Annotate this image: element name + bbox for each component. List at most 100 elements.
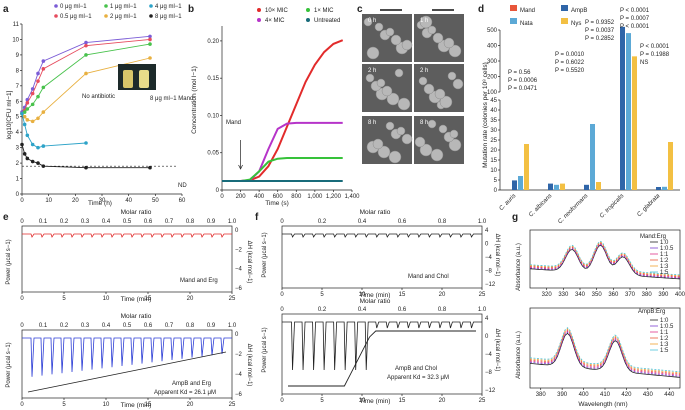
g-upper-xtick-label-1: 330: [558, 292, 569, 298]
f-ylabel-right-lower: ΔH (kcal mol−1): [494, 329, 500, 372]
micrograph-label-4: 2 h: [420, 68, 428, 74]
d-bar-4-2: [662, 186, 667, 190]
f-upper-toptick-5: 1.0: [478, 219, 487, 225]
b-series-line-1: [222, 121, 343, 183]
micrograph-1-cell-5: [366, 46, 380, 60]
f-lower-toptick-1: 0.2: [318, 307, 327, 313]
micrograph-3-cell-3: [386, 92, 400, 106]
f-upper-xtick-label-4: 20: [439, 292, 446, 298]
f-upper-rtick-0: 4: [485, 228, 489, 234]
a-point-3-4: [36, 116, 40, 121]
a-point-2-4: [36, 94, 40, 99]
f-upper-label: Mand and Chol: [408, 274, 449, 280]
g-lower-legend-2: 1:1: [660, 330, 669, 336]
a-point-0-7: [148, 34, 152, 39]
f-lower-xtick-label-3: 15: [399, 398, 406, 404]
f-upper-frame: [281, 225, 483, 289]
b-ytick-label-4: 0.20: [207, 39, 219, 45]
g-lower-legend-3: 1:2: [660, 336, 669, 342]
a-ylabel: log10[CFU ml−1]: [6, 90, 13, 139]
e-upper-xtick-label-3: 15: [145, 296, 152, 302]
a-point-3-5: [41, 110, 46, 114]
g-lower-spectrum-2: [529, 330, 681, 376]
f-upper-rtick-3: −8: [485, 269, 493, 275]
e-lower-xtick-label-1: 5: [62, 402, 66, 408]
micrograph-5-cell-2: [385, 121, 395, 131]
f-lower-rtick-1: 0: [485, 334, 489, 340]
f-upper-rtick-4: −12: [485, 282, 496, 288]
legend-a-4: 4 μg ml−1: [155, 4, 182, 10]
a-xlabel: Time (h): [88, 200, 112, 207]
g-lower-legend-0: 1:0: [660, 318, 669, 324]
a-point-4-1: [22, 122, 27, 127]
b-xtick-label-6: 1,200: [326, 194, 342, 200]
a-point-2-5: [41, 85, 46, 90]
f-upper-xtick-label-3: 15: [399, 292, 406, 298]
legend-b-marker-0: [257, 8, 261, 12]
a-point-2-3: [30, 102, 35, 107]
e-xlabel-upper: Time (min): [121, 296, 152, 303]
a-point-4-4: [36, 145, 40, 150]
e-upper-toptick-0: 0: [20, 219, 24, 225]
f-ylabel-right-upper: ΔH (kcal mol−1): [494, 234, 500, 277]
a-xtick-label-3: 30: [99, 198, 106, 204]
micrograph-2-cell-6: [443, 37, 455, 49]
f-upper-xtick-label-5: 25: [479, 292, 486, 298]
g-ylabel-lower: Absorbance (a.u.): [516, 331, 522, 379]
e-upper-label: Mand and Erg: [180, 278, 218, 284]
g-upper-legend-0: 1:0: [660, 240, 669, 246]
panel-label-f: f: [255, 212, 259, 223]
g-upper-legend-3: 1:2: [660, 258, 669, 264]
a-point-4-2: [25, 133, 30, 138]
micrograph-label-3: 2 h: [368, 68, 376, 74]
legend-a-marker-5: [149, 14, 153, 18]
g-lower-xtick-label-4: 420: [621, 392, 632, 398]
a-point-0-6: [84, 40, 88, 45]
e-lower-xtick-label-5: 25: [229, 402, 236, 408]
e-lower-toptick-2: 0.2: [60, 323, 69, 329]
legend-d-swatch-3: [561, 18, 568, 24]
e-upper-xtick-label-4: 20: [187, 296, 194, 302]
e-lower-fit: [27, 351, 227, 393]
b-xtick-label-0: 0: [220, 194, 224, 200]
e-upper-power-trace: [22, 233, 232, 238]
micrograph-1-cell-7: [401, 39, 413, 51]
a-ytick-label-10: 10: [12, 37, 19, 43]
panel-d-chart: Mand Nata AmpB Nys Mutation rate (coloni…: [482, 5, 680, 225]
legend-a-1: 0.5 μg ml−1: [60, 14, 92, 20]
g-upper-xtick-label-4: 360: [608, 292, 619, 298]
e-lower-xtick-label-2: 10: [103, 402, 110, 408]
d-ytick-up-label-3: 400: [487, 44, 498, 50]
d-pvalue-4-0: P < 0.0001: [640, 44, 670, 50]
g-lower-xtick-label-3: 410: [600, 392, 611, 398]
micrograph-5-cell-7: [388, 150, 402, 164]
e-lower-frame: [21, 329, 233, 399]
f-lower-rtick-4: −12: [485, 388, 496, 394]
f-lower-xtick-label-0: 0: [280, 398, 284, 404]
a-point-5-0: [20, 142, 24, 147]
b-arrow-label: Mand: [226, 120, 241, 126]
legend-a-2: 1 μg ml−1: [110, 4, 137, 10]
d-bar-2-2: [590, 124, 595, 190]
panel-label-e: e: [3, 212, 9, 223]
e-xlabel-lower: Time (min): [121, 402, 152, 409]
d-category-label-0: C. auris: [499, 193, 518, 212]
a-point-3-3: [30, 119, 35, 124]
a-xtick-label-0: 0: [20, 198, 24, 204]
legend-b-3: Untreated: [314, 18, 340, 24]
b-xtick-label-2: 400: [254, 194, 265, 200]
legend-b-0: 10× MIC: [265, 8, 289, 14]
a-series-line-5: [21, 144, 150, 169]
f-lower-xtick-label-5: 25: [479, 398, 486, 404]
g-upper-legend-2: 1:1: [660, 252, 669, 258]
e-lower-toptick-5: 0.5: [123, 323, 132, 329]
a-point-1-2: [25, 101, 30, 105]
d-bar-0-1: [512, 180, 517, 190]
a-point-3-7: [148, 56, 152, 60]
a-point-5-6: [84, 165, 88, 170]
e-ylabel-right-upper: ΔH (kcal mol−1): [246, 241, 252, 284]
f-upper-toptick-3: 0.6: [398, 219, 407, 225]
micrograph-6-cell-7: [449, 129, 459, 139]
e-upper-xtick-label-5: 25: [229, 296, 236, 302]
d-pvalue-1-2: P = 0.5520: [555, 68, 585, 74]
